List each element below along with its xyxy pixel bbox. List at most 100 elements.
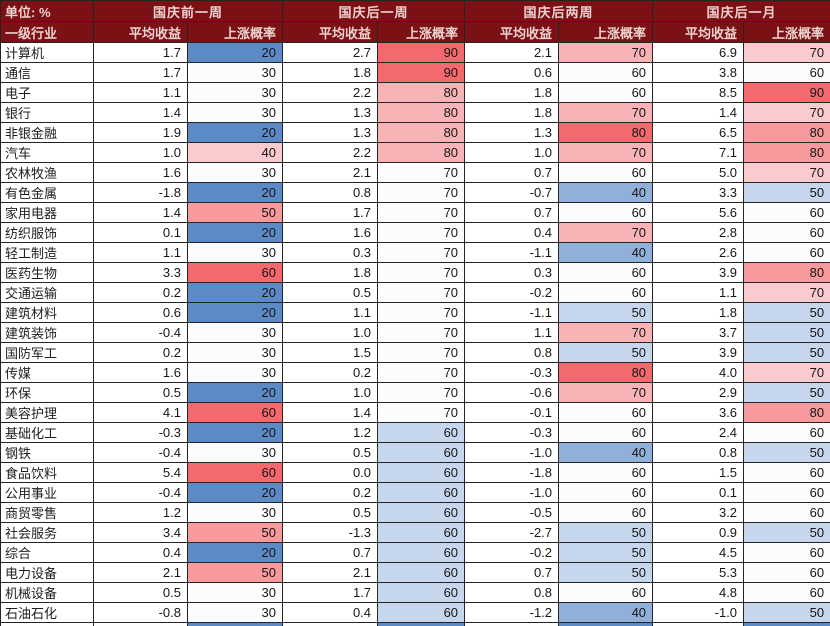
win-prob-cell: 70 xyxy=(743,102,830,123)
win-prob-cell: 50 xyxy=(743,602,830,623)
win-prob-cell: 50 xyxy=(743,342,830,363)
table-row: 机械设备 0.5 30 1.7 60 0.8 60 4.8 60 xyxy=(0,582,830,603)
avg-return-cell: 2.6 xyxy=(652,242,745,263)
industry-cell: 建筑装饰 xyxy=(0,322,94,343)
win-prob-cell: 60 xyxy=(377,602,466,623)
table-row: 公用事业 -0.4 20 0.2 60 -1.0 60 0.1 60 xyxy=(0,482,830,503)
win-prob-cell: 60 xyxy=(558,462,654,483)
avg-return-cell: 1.7 xyxy=(93,62,188,83)
win-prob-cell: 50 xyxy=(558,302,654,323)
avg-return-cell: 0.1 xyxy=(652,482,745,503)
avg-return-cell: 1.4 xyxy=(652,102,745,123)
avg-return-cell: 0.0 xyxy=(282,462,379,483)
avg-return-cell: 0.6 xyxy=(93,302,188,323)
win-prob-cell: 60 xyxy=(558,502,654,523)
win-prob-cell: 70 xyxy=(743,42,830,63)
avg-return-cell: 1.8 xyxy=(464,82,560,103)
subheader-avg-return-g1: 平均收益 xyxy=(93,21,188,43)
win-prob-cell: 70 xyxy=(377,262,466,283)
avg-return-cell: 5.6 xyxy=(652,202,745,223)
win-prob-cell: 20 xyxy=(186,282,284,303)
avg-return-cell: 0.5 xyxy=(282,442,379,463)
industry-cell: 通信 xyxy=(0,62,94,83)
industry-cell: 国防军工 xyxy=(0,342,94,363)
avg-return-cell: -1.3 xyxy=(282,522,379,543)
table-row: 农林牧渔 1.6 30 2.1 70 0.7 60 5.0 70 xyxy=(0,162,830,183)
avg-return-cell: 1.0 xyxy=(93,142,188,163)
avg-return-cell: 1.2 xyxy=(93,502,188,523)
avg-return-cell: 2.9 xyxy=(652,382,745,403)
avg-return-cell: 1.6 xyxy=(93,362,188,383)
win-prob-cell: 70 xyxy=(558,322,654,343)
win-prob-cell: 20 xyxy=(186,122,284,143)
avg-return-cell: 2.1 xyxy=(282,562,379,583)
avg-return-cell: 0.4 xyxy=(93,542,188,563)
industry-cell: 电子 xyxy=(0,82,94,103)
avg-return-cell: 3.3 xyxy=(93,262,188,283)
avg-return-cell: 1.3 xyxy=(282,102,379,123)
avg-return-cell: -1.2 xyxy=(464,602,560,623)
avg-return-cell: 1.9 xyxy=(93,122,188,143)
avg-return-cell: 1.1 xyxy=(282,302,379,323)
win-prob-cell: 20 xyxy=(186,622,284,626)
industry-cell: 家用电器 xyxy=(0,202,94,223)
avg-return-cell: -1.8 xyxy=(464,462,560,483)
avg-return-cell: 5.3 xyxy=(652,562,745,583)
avg-return-cell: 6.9 xyxy=(652,42,745,63)
avg-return-cell: 3.6 xyxy=(652,402,745,423)
avg-return-cell: 4.5 xyxy=(652,542,745,563)
win-prob-cell: 50 xyxy=(743,382,830,403)
group-header-post-holiday-two-weeks: 国庆后两周 xyxy=(464,0,654,22)
win-prob-cell: 30 xyxy=(743,622,830,626)
win-prob-cell: 70 xyxy=(377,362,466,383)
win-prob-cell: 70 xyxy=(377,282,466,303)
avg-return-cell: 0.7 xyxy=(464,162,560,183)
industry-cell: 电力设备 xyxy=(0,562,94,583)
industry-cell: 环保 xyxy=(0,382,94,403)
win-prob-cell: 40 xyxy=(558,602,654,623)
avg-return-cell: 1.5 xyxy=(282,342,379,363)
win-prob-cell: 30 xyxy=(186,82,284,103)
avg-return-cell: 0.5 xyxy=(93,382,188,403)
win-prob-cell: 60 xyxy=(558,262,654,283)
avg-return-cell: 1.1 xyxy=(93,242,188,263)
win-prob-cell: 30 xyxy=(186,582,284,603)
win-prob-cell: 30 xyxy=(186,162,284,183)
win-prob-cell: 60 xyxy=(186,402,284,423)
avg-return-cell: 1.6 xyxy=(93,162,188,183)
avg-return-cell: 3.9 xyxy=(652,262,745,283)
win-prob-cell: 70 xyxy=(743,282,830,303)
win-prob-cell: 70 xyxy=(743,362,830,383)
avg-return-cell: 1.8 xyxy=(282,262,379,283)
subheader-win-prob-g2: 上涨概率 xyxy=(377,21,466,43)
win-prob-cell: 30 xyxy=(558,622,654,626)
avg-return-cell: 1.5 xyxy=(652,462,745,483)
avg-return-cell: -0.4 xyxy=(93,322,188,343)
win-prob-cell: 50 xyxy=(558,342,654,363)
win-prob-cell: 70 xyxy=(377,242,466,263)
avg-return-cell: -0.1 xyxy=(464,402,560,423)
avg-return-cell: 1.4 xyxy=(282,402,379,423)
win-prob-cell: 50 xyxy=(743,442,830,463)
table-row: 电子 1.1 30 2.2 80 1.8 60 8.5 90 xyxy=(0,82,830,103)
industry-cell: 纺织服饰 xyxy=(0,222,94,243)
avg-return-cell: 3.3 xyxy=(652,182,745,203)
table-row: 综合 0.4 20 0.7 60 -0.2 50 4.5 60 xyxy=(0,542,830,563)
avg-return-cell: 0.3 xyxy=(282,242,379,263)
avg-return-cell: -0.3 xyxy=(464,422,560,443)
win-prob-cell: 80 xyxy=(558,362,654,383)
avg-return-cell: 0.7 xyxy=(282,542,379,563)
avg-return-cell: 2.7 xyxy=(282,42,379,63)
avg-return-cell: -0.8 xyxy=(93,602,188,623)
win-prob-cell: 20 xyxy=(186,422,284,443)
win-prob-cell: 80 xyxy=(377,82,466,103)
group-header-pre-holiday-week: 国庆前一周 xyxy=(92,0,284,22)
industry-cell: 有色金属 xyxy=(0,182,94,203)
industry-cell: 美容护理 xyxy=(0,402,94,423)
industry-column-label: 一级行业 xyxy=(0,21,94,43)
avg-return-cell: 1.2 xyxy=(282,422,379,443)
avg-return-cell: 6.5 xyxy=(652,122,745,143)
win-prob-cell: 20 xyxy=(186,382,284,403)
avg-return-cell: 0.4 xyxy=(282,602,379,623)
win-prob-cell: 50 xyxy=(743,522,830,543)
